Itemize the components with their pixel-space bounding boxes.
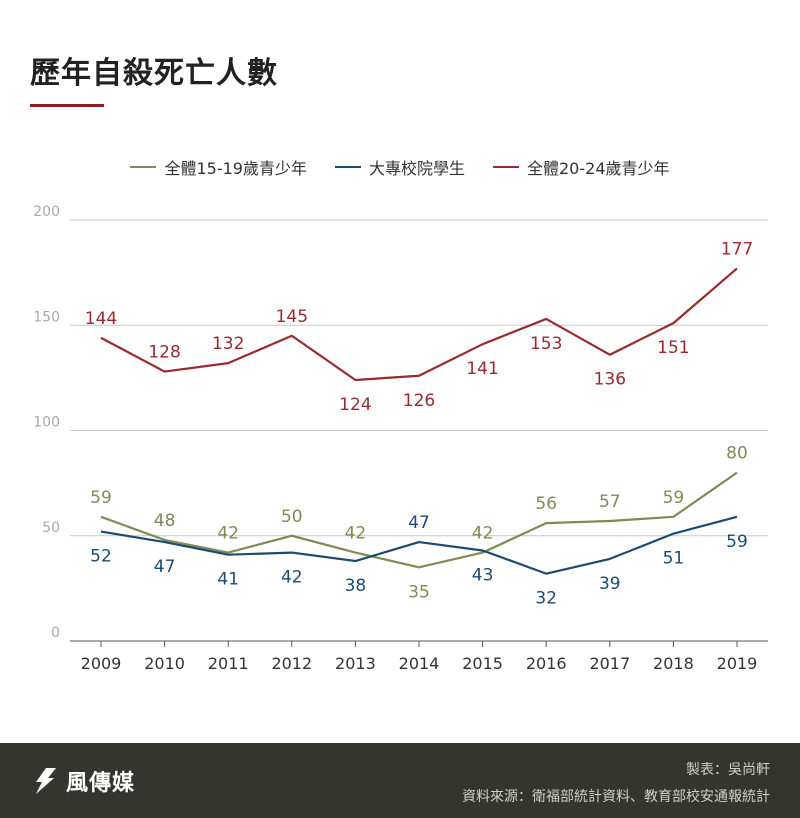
brand-name: 風傳媒 [66,771,136,796]
data-label: 52 [90,547,112,567]
data-label: 32 [535,589,557,609]
series-line-0 [100,471,738,569]
data-label: 144 [85,309,117,329]
x-tick-label: 2016 [526,654,567,673]
data-label: 43 [472,565,494,585]
line-chart: 0 50 100 150 200 2009 2010 2011 2012 2013 2014 2015… [33,204,768,673]
chart-credit: 製表：吳尚軒 [686,762,770,778]
data-label: 42 [281,568,303,588]
y-tick-label: 150 [33,309,60,325]
y-tick-label: 100 [33,415,60,431]
data-label: 57 [599,492,621,512]
data-label: 126 [403,391,435,411]
data-label: 51 [663,549,685,569]
data-label: 50 [281,507,303,527]
data-label: 128 [148,343,180,363]
chart-legend: 全體15-19歲青少年 大專校院學生 全體20-24歲青少年 [0,152,800,182]
data-label: 80 [726,444,748,464]
x-tick-label: 2010 [144,654,185,673]
y-tick-label: 200 [33,204,60,220]
x-tick-label: 2018 [653,654,694,673]
data-label: 38 [345,576,367,596]
data-label: 48 [154,511,176,531]
data-label: 39 [599,574,621,594]
brand: 風傳媒 [32,765,135,797]
data-label: 151 [657,338,689,358]
x-tick-label: 2015 [462,654,503,673]
legend-swatch-green [130,166,157,168]
y-tick-label: 50 [42,520,60,536]
legend-label-red: 全體20-24歲青少年 [527,159,670,178]
series-line-2 [100,267,738,382]
footer-bar: 風傳媒 製表：吳尚軒 資料來源：衛福部統計資料、教育部校安通報統計 [0,743,800,818]
legend-label-green: 全體15-19歲青少年 [164,159,307,178]
legend-swatch-blue [334,166,361,168]
title-underline [30,104,104,107]
x-tick-label: 2019 [717,654,758,673]
legend-item-green: 全體15-19歲青少年 [130,155,307,179]
x-tick-label: 2009 [81,654,122,673]
data-source: 資料來源：衛福部統計資料、教育部校安通報統計 [462,789,770,805]
data-label: 59 [663,488,685,508]
data-label: 141 [466,359,498,379]
data-label: 42 [217,524,239,544]
x-tick-label: 2011 [208,654,249,673]
y-tick-label: 0 [51,625,60,641]
data-label: 47 [408,513,430,533]
x-tick-label: 2013 [335,654,376,673]
data-label: 177 [721,239,753,259]
series-line-1 [100,515,738,575]
feather-logo-icon [36,768,56,794]
data-label: 41 [217,570,239,590]
chart-title: 歷年自殺死亡人數 [30,56,278,91]
data-label: 136 [594,370,626,390]
x-tick-label: 2017 [589,654,630,673]
data-label: 59 [726,532,748,552]
data-label: 35 [408,582,430,602]
legend-item-red: 全體20-24歲青少年 [493,155,670,179]
data-label: 42 [345,524,367,544]
data-label: 59 [90,488,112,508]
data-label: 47 [154,557,176,577]
legend-swatch-red [493,166,519,168]
data-label: 145 [276,307,308,327]
x-tick-label: 2014 [399,654,440,673]
data-label: 132 [212,334,244,354]
data-label: 42 [472,524,494,544]
legend-label-blue: 大專校院學生 [368,159,465,178]
data-label: 56 [535,494,557,514]
data-label: 124 [339,395,371,415]
legend-item-blue: 大專校院學生 [334,155,465,179]
data-label: 153 [530,334,562,354]
x-tick-label: 2012 [271,654,312,673]
